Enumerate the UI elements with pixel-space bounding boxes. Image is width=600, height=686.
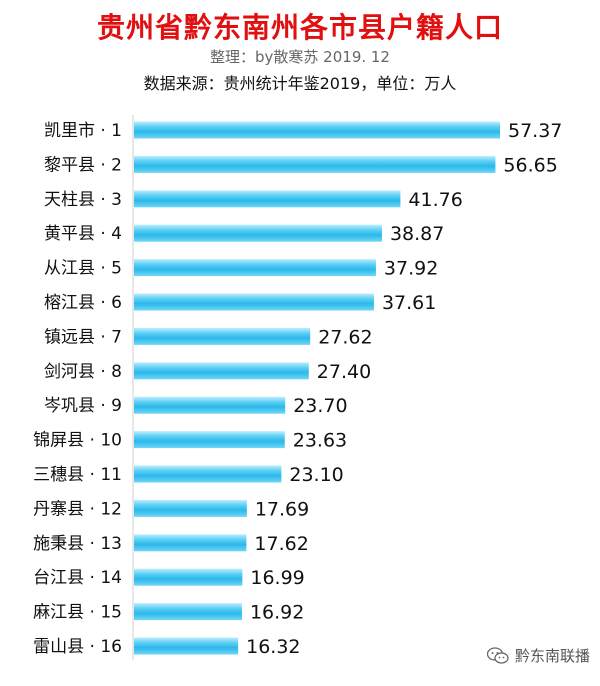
bar bbox=[134, 259, 376, 277]
value-label: 56.65 bbox=[503, 154, 557, 176]
category-label: 从江县 · 5 bbox=[44, 259, 122, 279]
category-label: 榕江县 · 6 bbox=[44, 293, 122, 313]
category-label: 剑河县 · 8 bbox=[44, 362, 122, 382]
bar bbox=[134, 534, 247, 552]
data-source-note: 数据来源：贵州统计年鉴2019，单位：万人 bbox=[143, 74, 457, 93]
value-label: 37.92 bbox=[384, 258, 438, 280]
value-label: 17.69 bbox=[255, 498, 309, 520]
category-label: 锦屏县 · 10 bbox=[33, 431, 122, 451]
category-label: 天柱县 · 3 bbox=[44, 190, 122, 210]
value-label: 23.70 bbox=[293, 395, 347, 417]
value-label: 41.76 bbox=[408, 189, 462, 211]
chart-subtitle: 整理：by散寒苏 2019. 12 bbox=[210, 48, 390, 66]
value-label: 38.87 bbox=[390, 223, 444, 245]
watermark: 黔东南联播 bbox=[486, 645, 590, 666]
watermark-text: 黔东南联播 bbox=[514, 647, 590, 665]
wechat-icon bbox=[486, 646, 509, 664]
bar bbox=[134, 499, 247, 517]
category-label: 台江县 · 14 bbox=[33, 568, 122, 588]
bar bbox=[134, 396, 286, 414]
value-label: 27.40 bbox=[317, 361, 371, 383]
bar bbox=[134, 603, 242, 621]
bar bbox=[134, 431, 285, 449]
bar bbox=[134, 293, 374, 311]
category-label: 三穗县 · 11 bbox=[33, 465, 122, 485]
category-label: 施秉县 · 13 bbox=[33, 534, 122, 554]
chart-title: 贵州省黔东南州各市县户籍人口 bbox=[96, 11, 503, 44]
value-label: 23.63 bbox=[293, 430, 347, 452]
category-label: 黎平县 · 2 bbox=[44, 155, 122, 175]
value-label: 37.61 bbox=[382, 292, 436, 314]
category-label: 麻江县 · 15 bbox=[33, 603, 122, 623]
bar bbox=[134, 568, 243, 586]
category-label: 雷山县 · 16 bbox=[33, 637, 122, 657]
bar bbox=[134, 121, 500, 139]
value-label: 16.99 bbox=[250, 567, 304, 589]
bar bbox=[134, 224, 382, 242]
category-label: 凯里市 · 1 bbox=[44, 121, 122, 141]
category-label: 丹寨县 · 12 bbox=[33, 499, 122, 519]
value-label: 57.37 bbox=[508, 120, 562, 142]
value-label: 27.62 bbox=[318, 326, 372, 348]
value-label: 17.62 bbox=[254, 533, 308, 555]
value-label: 16.32 bbox=[246, 636, 300, 658]
bar bbox=[134, 637, 239, 655]
category-label: 镇远县 · 7 bbox=[44, 327, 122, 347]
value-label: 23.10 bbox=[289, 464, 343, 486]
bar bbox=[134, 362, 309, 380]
category-label: 岑巩县 · 9 bbox=[44, 396, 122, 416]
bar bbox=[134, 327, 311, 345]
bar bbox=[134, 155, 496, 173]
bar bbox=[134, 465, 282, 483]
value-label: 16.92 bbox=[250, 602, 304, 624]
category-label: 黄平县 · 4 bbox=[44, 224, 122, 244]
bar bbox=[134, 190, 401, 208]
